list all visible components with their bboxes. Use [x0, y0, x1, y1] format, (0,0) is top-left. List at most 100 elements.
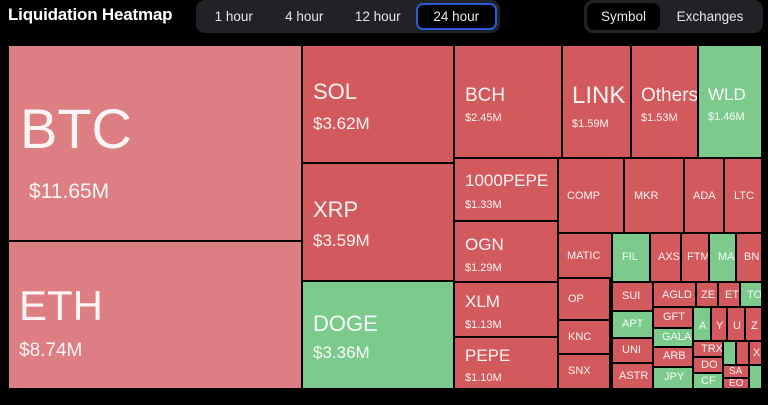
tile-xlm[interactable]: XLM $1.13M — [454, 282, 558, 337]
tile-symbol: U — [733, 320, 741, 332]
timeframe-4-hour[interactable]: 4 hour — [285, 9, 324, 24]
tile-symbol: BCH — [465, 85, 506, 106]
tile-comp[interactable]: COMP — [558, 158, 624, 233]
tile-symbol: AGLD — [662, 289, 692, 301]
tile-symbol: ARB — [663, 350, 686, 362]
tile-link[interactable]: LINK $1.59M — [562, 45, 631, 158]
tile-astr[interactable]: ASTR — [612, 363, 653, 389]
tile-bch[interactable]: BCH $2.45M — [454, 45, 562, 158]
tile-value: $1.33M — [465, 199, 502, 211]
tile-fil[interactable]: FIL — [612, 233, 650, 282]
tile-symbol: SNX — [568, 365, 591, 377]
tile-others[interactable]: Others $1.53M — [631, 45, 698, 158]
tile-mkr[interactable]: MKR — [624, 158, 684, 233]
view-exchanges-button[interactable]: Exchanges — [676, 9, 744, 24]
tile-pepe[interactable]: PEPE $1.10M — [454, 337, 558, 389]
tile-uni[interactable]: UNI — [612, 338, 653, 363]
tile-ltc[interactable]: LTC — [724, 158, 762, 233]
tile-symbol: UNI — [622, 344, 641, 356]
tile-eo[interactable]: EO — [723, 378, 749, 389]
tile-et[interactable]: ET — [718, 282, 740, 307]
tile-symbol: GFT — [663, 311, 685, 323]
tile-symbol: DO — [701, 359, 718, 371]
tile-ze[interactable]: ZE — [696, 282, 718, 307]
tile-op[interactable]: OP — [558, 278, 610, 320]
tile-symbol: KNC — [568, 331, 592, 343]
tile-wld[interactable]: WLD $1.46M — [698, 45, 762, 158]
tile-to[interactable]: TO — [740, 282, 762, 307]
timeframe-12-hour[interactable]: 12 hour — [354, 9, 401, 24]
tile-value: $2.45M — [465, 112, 502, 124]
tile-symbol: FTM — [687, 251, 709, 263]
tile-jpy[interactable]: JPY — [653, 367, 693, 389]
tile-symbol: OGN — [465, 235, 504, 254]
tile-a[interactable]: A — [693, 307, 711, 341]
tile-gala[interactable]: GALA — [653, 328, 693, 347]
tile-sol[interactable]: SOL $3.62M — [302, 45, 454, 163]
tile-ada[interactable]: ADA — [684, 158, 724, 233]
timeframe-selector: 1 hour 4 hour 12 hour 24 hour — [196, 0, 500, 33]
view-symbol-button[interactable]: Symbol — [587, 3, 660, 30]
tile-symbol: LINK — [572, 82, 626, 109]
tile-value: $1.59M — [572, 118, 609, 130]
tile-agld[interactable]: AGLD — [653, 282, 696, 307]
tile-symbol: AXS — [658, 251, 681, 263]
tile-symbol: XLM — [465, 292, 500, 311]
tile-arb[interactable]: ARB — [653, 347, 693, 367]
tile-x[interactable]: X — [749, 341, 762, 365]
tile-symbol: A — [699, 320, 707, 332]
tile-symbol: FIL — [622, 251, 638, 263]
tile-symbol: JPY — [664, 371, 685, 383]
tile-symbol: ASTR — [619, 370, 649, 382]
tile-value: $1.46M — [708, 111, 745, 123]
timeframe-1-hour[interactable]: 1 hour — [214, 9, 253, 24]
tile-value: $11.65M — [29, 180, 110, 203]
tile-bn[interactable]: BN — [736, 233, 762, 282]
heatmap: BTC $11.65M ETH $8.74M SOL $3.62M XRP $3… — [8, 45, 762, 389]
tile-small-1[interactable] — [723, 341, 736, 365]
tile-value: $1.53M — [641, 112, 678, 124]
tile-trx[interactable]: TRX — [693, 341, 723, 357]
tile-axs[interactable]: AXS — [650, 233, 681, 282]
tile-small-2[interactable] — [736, 341, 749, 365]
tile-symbol: WLD — [708, 85, 746, 104]
tile-symbol: BN — [744, 251, 760, 263]
tile-ftm[interactable]: FTM — [681, 233, 709, 282]
tile-knc[interactable]: KNC — [558, 320, 610, 354]
tile-symbol: 1000PEPE — [465, 171, 549, 190]
tile-u[interactable]: U — [727, 307, 745, 341]
tile-value: $8.74M — [19, 340, 83, 361]
tile-symbol: EO — [729, 378, 744, 389]
tile-do[interactable]: DO — [693, 357, 723, 373]
tile-symbol: LTC — [734, 190, 754, 202]
tile-symbol: MKR — [634, 190, 659, 202]
tile-ogn[interactable]: OGN $1.29M — [454, 221, 558, 282]
tile-symbol: TO — [747, 289, 762, 301]
tile-doge[interactable]: DOGE $3.36M — [302, 281, 454, 389]
tile-eth[interactable]: ETH $8.74M — [8, 241, 302, 389]
tile-value: $3.62M — [313, 114, 370, 133]
timeframe-24-hour[interactable]: 24 hour — [415, 3, 497, 30]
tile-xrp[interactable]: XRP $3.59M — [302, 163, 454, 281]
tile-symbol: ZE — [701, 289, 716, 301]
tile-z[interactable]: Z — [745, 307, 762, 341]
tile-symbol: BTC — [20, 97, 132, 160]
tile-value: $1.10M — [465, 372, 502, 384]
tile-sa[interactable]: SA — [723, 365, 749, 378]
tile-symbol: Z — [751, 320, 758, 332]
tile-value: $3.59M — [313, 231, 370, 250]
tile-matic[interactable]: MATIC — [558, 233, 612, 278]
tile-cf[interactable]: CF — [693, 373, 723, 389]
tile-small-3[interactable] — [749, 365, 762, 389]
tile-symbol: PEPE — [465, 346, 511, 365]
tile-symbol: SOL — [313, 79, 358, 104]
tile-snx[interactable]: SNX — [558, 354, 610, 389]
tile-ma[interactable]: MA — [709, 233, 736, 282]
tile-sui[interactable]: SUI — [612, 282, 653, 311]
tile-btc[interactable]: BTC $11.65M — [8, 45, 302, 241]
tile-gft[interactable]: GFT — [653, 307, 693, 328]
tile-apt[interactable]: APT — [612, 311, 653, 338]
tile-y[interactable]: Y — [711, 307, 727, 341]
tile-1000pepe[interactable]: 1000PEPE $1.33M — [454, 158, 558, 221]
tile-symbol: COMP — [567, 190, 600, 202]
